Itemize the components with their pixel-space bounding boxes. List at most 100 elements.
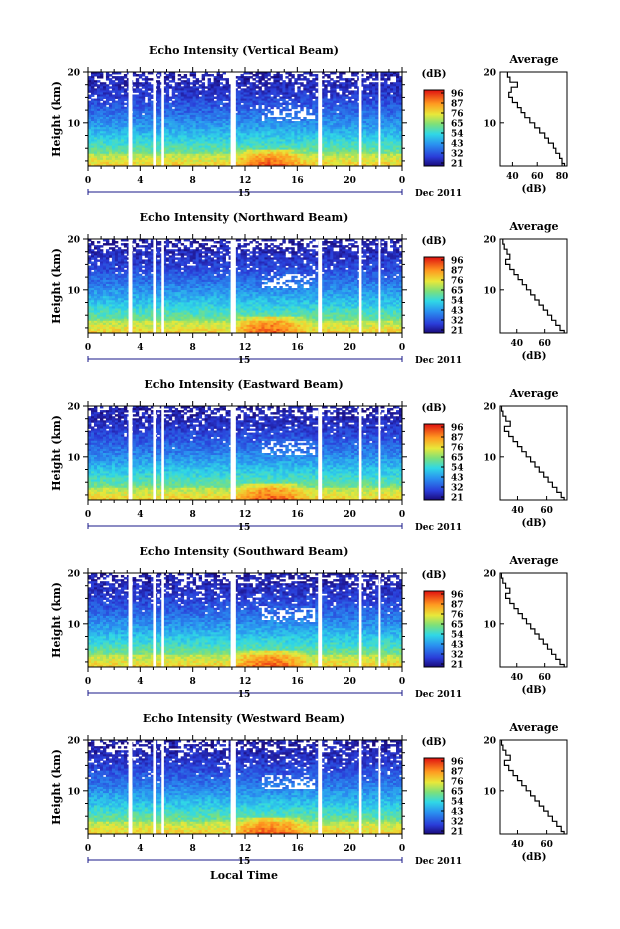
x-tick-label: 12 [239, 176, 252, 186]
x-tick-label: 16 [291, 844, 304, 854]
data-gap [318, 406, 323, 500]
data-gap [161, 573, 164, 667]
colorbar-unit: (dB) [422, 570, 447, 581]
y-tick-label: 20 [67, 69, 80, 79]
panel-5: Echo Intensity (Westward Beam) 20 10 Height… [50, 712, 568, 867]
profile-x-tick-label: 60 [538, 673, 551, 683]
colorbar-tick-label: 76 [451, 444, 464, 454]
x-tick-label: 0 [85, 677, 91, 687]
x-tick-label: 8 [190, 343, 196, 353]
profile-x-tick-label: 40 [511, 506, 524, 516]
colorbar [423, 89, 445, 167]
colorbar-unit: (dB) [422, 236, 447, 247]
data-gap [230, 239, 236, 333]
x-tick-label: 16 [291, 176, 304, 186]
date-tick-label: 15 [238, 356, 251, 366]
profile-y-tick-label: 20 [483, 403, 496, 413]
colorbar-tick-label: 96 [451, 257, 464, 267]
data-gap [230, 740, 236, 834]
y-tick-label: 10 [67, 620, 80, 630]
profile-x-label: (dB) [522, 184, 547, 195]
x-tick-label: 8 [190, 510, 196, 520]
x-tick-label: 16 [291, 677, 304, 687]
colorbar-tick-label: 32 [451, 651, 464, 661]
profile-title: Average [508, 554, 558, 567]
data-gap [153, 573, 157, 667]
profile-frame [499, 71, 568, 167]
data-gap [153, 406, 157, 500]
y-axis-label: Height (km) [50, 248, 63, 324]
y-axis-label: Height (km) [50, 582, 63, 658]
y-tick-label: 10 [67, 453, 80, 463]
colorbar-tick-label: 21 [451, 494, 464, 504]
profile-line [500, 406, 565, 500]
data-gap [161, 406, 164, 500]
colorbar-unit: (dB) [422, 737, 447, 748]
date-label: Dec 2011 [415, 356, 462, 366]
colorbar-tick-label: 43 [451, 641, 464, 651]
colorbar-tick-label: 65 [451, 788, 464, 798]
data-gap [358, 740, 362, 834]
data-gap [378, 740, 381, 834]
colorbar-tick-label: 96 [451, 90, 464, 100]
x-tick-label: 4 [137, 844, 143, 854]
profile-x-tick-label: 60 [540, 840, 553, 850]
colorbar-tick-label: 43 [451, 808, 464, 818]
x-axis-label: Local Time [210, 869, 278, 882]
colorbar-tick-label: 87 [451, 768, 464, 778]
profile-y-tick-label: 20 [483, 69, 496, 79]
profile-y-tick-label: 10 [483, 453, 496, 463]
colorbar-tick-label: 96 [451, 591, 464, 601]
profile-x-tick-label: 40 [510, 673, 523, 683]
colorbar-tick-label: 32 [451, 484, 464, 494]
x-tick-label: 8 [190, 677, 196, 687]
panel-title: Echo Intensity (Southward Beam) [140, 545, 349, 558]
profile-frame [499, 739, 568, 835]
panel-title: Echo Intensity (Northward Beam) [140, 211, 349, 224]
colorbar-tick-label: 43 [451, 140, 464, 150]
data-gap [358, 239, 362, 333]
heatmap-cells [88, 740, 403, 835]
panel-4: Echo Intensity (Southward Beam) 20 10 Heigh… [50, 545, 568, 700]
profile-x-label: (dB) [522, 852, 547, 863]
y-axis-label: Height (km) [50, 749, 63, 825]
data-gap [230, 406, 236, 500]
y-tick-label: 10 [67, 119, 80, 129]
data-gap [161, 72, 164, 166]
profile-title: Average [508, 220, 558, 233]
panel-title: Echo Intensity (Westward Beam) [143, 712, 345, 725]
profile-y-tick-label: 10 [483, 620, 496, 630]
x-tick-label: 12 [239, 510, 252, 520]
profile-x-tick-label: 60 [538, 339, 551, 349]
profile-x-tick-label: 40 [506, 172, 519, 182]
date-label: Dec 2011 [415, 523, 462, 533]
profile-y-tick-label: 20 [483, 570, 496, 580]
heatmap-cells [88, 573, 403, 668]
profile-y-tick-label: 10 [483, 286, 496, 296]
panel-1: Echo Intensity (Vertical Beam) 20 10 Height… [50, 44, 568, 199]
x-tick-label: 4 [137, 677, 143, 687]
x-tick-label: 4 [137, 510, 143, 520]
data-gap [318, 740, 323, 834]
profile-x-tick-label: 40 [511, 840, 524, 850]
colorbar-tick-label: 32 [451, 818, 464, 828]
profile-x-label: (dB) [522, 685, 547, 696]
data-gap [230, 573, 236, 667]
profile-line [500, 573, 565, 667]
colorbar [423, 590, 445, 668]
data-gap [318, 72, 323, 166]
date-tick-label: 15 [238, 523, 251, 533]
x-tick-label: 8 [190, 844, 196, 854]
x-tick-label: 20 [343, 677, 356, 687]
data-gap [358, 573, 362, 667]
x-tick-label: 20 [343, 510, 356, 520]
colorbar-tick-label: 87 [451, 100, 464, 110]
colorbar-unit: (dB) [422, 69, 447, 80]
x-tick-label: 4 [137, 176, 143, 186]
profile-x-tick-label: 60 [540, 506, 553, 516]
data-gap [378, 573, 381, 667]
date-tick-label: 15 [238, 690, 251, 700]
panel-3: Echo Intensity (Eastward Beam) 20 10 Height… [50, 378, 568, 533]
data-gap [318, 239, 323, 333]
